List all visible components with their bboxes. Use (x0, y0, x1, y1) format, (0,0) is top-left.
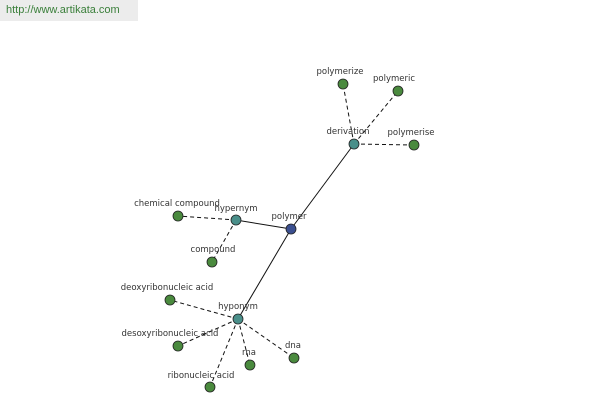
node-label: deoxyribonucleic acid (121, 283, 214, 293)
dashed-edge (209, 318, 239, 388)
node-label: desoxyribonucleic acid (122, 329, 219, 339)
dashed-edge (177, 318, 239, 347)
dashed-edge (237, 318, 251, 366)
node (172, 340, 184, 352)
solid-edge (235, 219, 292, 230)
node (232, 313, 244, 325)
node (337, 78, 349, 90)
node-label: polymerise (387, 128, 434, 138)
node (206, 256, 218, 268)
node (230, 214, 242, 226)
node (244, 359, 256, 371)
node (204, 381, 216, 393)
node (408, 139, 420, 151)
node-label: hyponym (218, 302, 258, 312)
node-label: compound (191, 245, 236, 255)
dashed-edge (169, 299, 239, 320)
node (172, 210, 184, 222)
dashed-edge (353, 143, 415, 146)
node-label: hypernym (214, 204, 257, 214)
node-label: polymerize (316, 67, 363, 77)
solid-edge (237, 228, 292, 320)
dashed-edge (211, 219, 237, 263)
site-url[interactable]: http://www.artikata.com (0, 0, 138, 21)
dashed-edge (342, 83, 355, 145)
node-label: polymeric (373, 74, 415, 84)
dashed-edge (353, 90, 399, 145)
solid-edge (290, 143, 355, 230)
dashed-edge (237, 318, 295, 359)
node-label: rna (242, 348, 256, 358)
node-label: ribonucleic acid (168, 371, 235, 381)
dashed-edge (177, 215, 237, 221)
node (348, 138, 360, 150)
node (392, 85, 404, 97)
node-label: dna (285, 341, 301, 351)
node (164, 294, 176, 306)
node (285, 223, 297, 235)
node (288, 352, 300, 364)
node-label: derivation (326, 127, 369, 137)
node-label: polymer (272, 212, 307, 222)
node-label: chemical compound (134, 199, 220, 209)
